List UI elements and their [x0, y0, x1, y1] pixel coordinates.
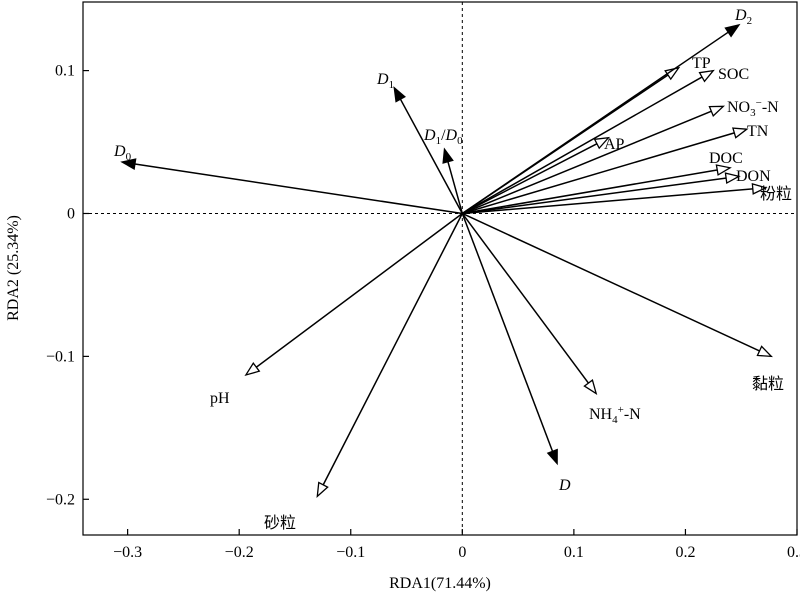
label-NO3-N: NO3−-N	[727, 97, 779, 119]
label-SOC: SOC	[718, 66, 749, 83]
explanatory-vector-9-arrowhead	[583, 379, 598, 395]
explanatory-vectors	[244, 66, 773, 499]
label-D2-sub: 2	[747, 15, 753, 27]
label-sand: 砂粒	[264, 514, 296, 532]
y-tick-label: −0.1	[46, 348, 75, 365]
label-TP: TP	[692, 55, 711, 72]
x-tick-label: 0	[458, 544, 466, 561]
plot-frame	[82, 1, 798, 536]
label-D2: D2	[734, 7, 752, 27]
explanatory-vector-9-line	[461, 213, 596, 393]
label-D1-sub: 1	[389, 79, 395, 91]
explanatory-vector-4-arrowhead	[732, 127, 749, 139]
response-vector-3-arrowhead	[120, 158, 137, 170]
explanatory-vector-1-arrowhead	[698, 69, 715, 83]
x-tick-label: 0.2	[675, 544, 695, 561]
explanatory-vector-5-line	[462, 167, 729, 215]
label-D0: D0	[113, 143, 132, 163]
y-tick-label: −0.2	[46, 491, 75, 508]
label-D1: D1	[376, 71, 394, 91]
y-tick-label: 0.1	[55, 63, 75, 80]
explanatory-vector-7-arrowhead	[751, 182, 768, 195]
label-silt: 粉粒	[760, 185, 792, 203]
response-vector-2-arrowhead	[442, 147, 454, 164]
explanatory-vector-6-arrowhead	[724, 172, 741, 185]
label-D0-sub: 0	[126, 151, 132, 163]
x-tick-label: −0.2	[225, 544, 254, 561]
explanatory-vector-1-line	[461, 70, 712, 215]
label-NH4-N: NH4+-N	[589, 404, 641, 426]
response-vector-1-arrowhead	[393, 86, 406, 103]
explanatory-vector-7-line	[462, 187, 764, 215]
response-vector-2-line	[447, 161, 464, 214]
x-tick-label: 0.3	[787, 544, 800, 561]
response-vectors	[120, 23, 741, 466]
explanatory-vector-8-line	[461, 212, 770, 357]
response-vector-0-line	[461, 31, 729, 215]
label-D2-main: D	[734, 7, 747, 24]
x-axis-title: RDA1(71.44%)	[389, 575, 491, 592]
response-vector-3-line	[134, 163, 463, 215]
x-axis-ticks: −0.3 −0.2 −0.1 0 0.1 0.2 0.3	[113, 529, 800, 561]
response-vector-0-arrowhead	[724, 23, 741, 38]
label-D0-main: D	[113, 143, 126, 160]
x-tick-label: 0.1	[564, 544, 584, 561]
label-D: D	[558, 477, 571, 494]
explanatory-vector-3-line	[461, 138, 608, 215]
response-vector-1-line	[399, 98, 463, 214]
y-axis-title: RDA2 (25.34%)	[5, 215, 22, 321]
label-DON: DON	[736, 168, 771, 185]
explanatory-vector-0-arrowhead	[664, 66, 681, 81]
explanatory-vector-11-arrowhead	[316, 481, 329, 499]
explanatory-vector-3-arrowhead	[593, 136, 611, 150]
label-DOC: DOC	[709, 150, 743, 167]
label-clay: 黏粒	[752, 375, 784, 393]
explanatory-vector-10-line	[247, 212, 463, 375]
explanatory-vector-10-arrowhead	[244, 362, 261, 377]
explanatory-vector-4-line	[462, 129, 746, 215]
explanatory-vector-2-arrowhead	[708, 105, 726, 117]
x-tick-label: −0.1	[336, 544, 365, 561]
response-vector-4-line	[461, 213, 554, 452]
explanatory-vector-11-line	[317, 213, 463, 495]
x-tick-label: −0.3	[113, 544, 142, 561]
label-pH: pH	[210, 390, 230, 407]
response-vector-4-arrowhead	[546, 448, 558, 466]
vector-labels: D2 D1 D1/D0 D0 D TP SOC NO3−-N AP TN DOC…	[113, 7, 792, 532]
y-axis-ticks: −0.2 −0.1 0 0.1	[46, 63, 89, 508]
label-D1-over-D0: D1/D0	[423, 127, 463, 147]
explanatory-vector-5-arrowhead	[715, 164, 732, 176]
explanatory-vector-6-line	[462, 175, 738, 215]
label-TN: TN	[747, 123, 769, 140]
label-D1-main: D	[376, 71, 389, 88]
label-AP: AP	[604, 136, 625, 153]
explanatory-vector-2-line	[462, 106, 722, 215]
y-tick-label: 0	[67, 205, 75, 222]
explanatory-vector-8-arrowhead	[756, 345, 773, 358]
